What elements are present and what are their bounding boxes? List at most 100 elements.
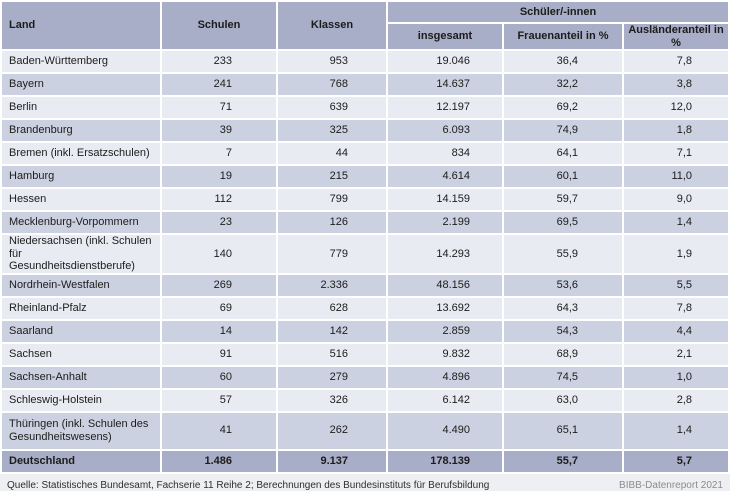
- column-header-schulen: Schulen: [162, 2, 276, 49]
- cell-auslaenderanteil: 2,1: [624, 343, 729, 365]
- cell-insgesamt: 14.637: [388, 74, 502, 95]
- cell-insgesamt: 12.197: [388, 97, 502, 118]
- cell-frauenanteil: 36,4: [504, 51, 622, 72]
- cell-schulen: 91: [162, 343, 276, 365]
- cell-insgesamt: 13.692: [388, 297, 502, 319]
- cell-auslaenderanteil: 11,0: [624, 166, 729, 187]
- cell-frauenanteil: 53,6: [504, 274, 622, 296]
- cell-auslaenderanteil: 12,0: [624, 97, 729, 118]
- cell-auslaenderanteil: 1,4: [624, 212, 729, 233]
- cell-frauenanteil: 59,7: [504, 189, 622, 210]
- cell-klassen: 953: [278, 51, 386, 72]
- cell-frauenanteil: 69,2: [504, 97, 622, 118]
- cell-land: Thüringen (inkl. Schulen des Gesundheits…: [2, 412, 160, 449]
- cell-land: Hamburg: [2, 166, 160, 187]
- cell-land: Berlin: [2, 97, 160, 118]
- cell-auslaenderanteil: 1,9: [624, 235, 729, 273]
- cell-schulen: 140: [162, 235, 276, 273]
- cell-schulen: 112: [162, 189, 276, 210]
- statistics-table: Land Schulen Klassen Schüler/-innen insg…: [2, 2, 729, 472]
- cell-insgesamt: 14.159: [388, 189, 502, 210]
- source-text: Quelle: Statistisches Bundesamt, Fachser…: [7, 480, 490, 491]
- cell-land: Mecklenburg-Vorpommern: [2, 212, 160, 233]
- table-body: Baden-Württemberg 233 953 19.046 36,4 7,8 Baye…: [2, 51, 729, 449]
- cell-insgesamt: 834: [388, 143, 502, 164]
- cell-insgesamt: 2.199: [388, 212, 502, 233]
- column-header-land: Land: [2, 2, 160, 49]
- table-row: Berlin 71 639 12.197 69,2 12,0: [2, 97, 729, 118]
- header-row-sub: insgesamt Frauenanteil in % Ausländerant…: [2, 24, 729, 49]
- cell-land: Deutschland: [2, 450, 160, 472]
- subcolumn-header-insgesamt: insgesamt: [388, 24, 502, 49]
- cell-insgesamt: 4.614: [388, 166, 502, 187]
- cell-klassen: 2.336: [278, 274, 386, 296]
- cell-insgesamt: 178.139: [388, 450, 502, 472]
- cell-frauenanteil: 68,9: [504, 343, 622, 365]
- cell-land: Niedersachsen (inkl. Schulen für Gesundh…: [2, 235, 160, 273]
- cell-auslaenderanteil: 7,1: [624, 143, 729, 164]
- cell-klassen: 126: [278, 212, 386, 233]
- cell-frauenanteil: 74,9: [504, 120, 622, 141]
- cell-insgesamt: 48.156: [388, 274, 502, 296]
- cell-insgesamt: 4.490: [388, 412, 502, 449]
- cell-klassen: 215: [278, 166, 386, 187]
- cell-auslaenderanteil: 1,8: [624, 120, 729, 141]
- cell-land: Schleswig-Holstein: [2, 389, 160, 411]
- cell-frauenanteil: 63,0: [504, 389, 622, 411]
- cell-klassen: 142: [278, 320, 386, 342]
- table-row: Bremen (inkl. Ersatzschulen) 7 44 834 64,1 7,…: [2, 143, 729, 164]
- cell-klassen: 326: [278, 389, 386, 411]
- table-total-section: Deutschland 1.486 9.137 178.139 55,7 5,7: [2, 450, 729, 472]
- cell-schulen: 39: [162, 120, 276, 141]
- cell-land: Nordrhein-Westfalen: [2, 274, 160, 296]
- table-header: Land Schulen Klassen Schüler/-innen insg…: [2, 2, 729, 49]
- table-row: Mecklenburg-Vorpommern 23 126 2.199 69,5 1,4: [2, 212, 729, 233]
- cell-land: Bayern: [2, 74, 160, 95]
- subcolumn-header-auslaenderanteil: Ausländeranteil in %: [624, 24, 729, 49]
- cell-insgesamt: 14.293: [388, 235, 502, 273]
- cell-auslaenderanteil: 1,4: [624, 412, 729, 449]
- cell-frauenanteil: 60,1: [504, 166, 622, 187]
- table-row: Sachsen-Anhalt 60 279 4.896 74,5 1,0: [2, 366, 729, 388]
- table-row: Hamburg 19 215 4.614 60,1 11,0: [2, 166, 729, 187]
- table-row: Saarland 14 142 2.859 54,3 4,4: [2, 320, 729, 342]
- cell-klassen: 325: [278, 120, 386, 141]
- cell-auslaenderanteil: 3,8: [624, 74, 729, 95]
- cell-frauenanteil: 64,1: [504, 143, 622, 164]
- cell-klassen: 628: [278, 297, 386, 319]
- cell-klassen: 9.137: [278, 450, 386, 472]
- cell-auslaenderanteil: 7,8: [624, 51, 729, 72]
- cell-auslaenderanteil: 5,7: [624, 450, 729, 472]
- cell-klassen: 768: [278, 74, 386, 95]
- cell-schulen: 60: [162, 366, 276, 388]
- cell-klassen: 279: [278, 366, 386, 388]
- table-row: Niedersachsen (inkl. Schulen für Gesundh…: [2, 235, 729, 273]
- cell-land: Sachsen: [2, 343, 160, 365]
- total-row: Deutschland 1.486 9.137 178.139 55,7 5,7: [2, 450, 729, 472]
- cell-klassen: 639: [278, 97, 386, 118]
- cell-klassen: 779: [278, 235, 386, 273]
- cell-auslaenderanteil: 7,8: [624, 297, 729, 319]
- cell-frauenanteil: 54,3: [504, 320, 622, 342]
- cell-land: Sachsen-Anhalt: [2, 366, 160, 388]
- cell-schulen: 57: [162, 389, 276, 411]
- cell-schulen: 41: [162, 412, 276, 449]
- cell-insgesamt: 9.832: [388, 343, 502, 365]
- cell-schulen: 23: [162, 212, 276, 233]
- table-row: Sachsen 91 516 9.832 68,9 2,1: [2, 343, 729, 365]
- cell-insgesamt: 19.046: [388, 51, 502, 72]
- cell-insgesamt: 6.142: [388, 389, 502, 411]
- table-row: Hessen 112 799 14.159 59,7 9,0: [2, 189, 729, 210]
- cell-klassen: 799: [278, 189, 386, 210]
- column-header-klassen: Klassen: [278, 2, 386, 49]
- table-row: Nordrhein-Westfalen 269 2.336 48.156 53,6 5,5: [2, 274, 729, 296]
- cell-land: Bremen (inkl. Ersatzschulen): [2, 143, 160, 164]
- cell-klassen: 44: [278, 143, 386, 164]
- cell-frauenanteil: 64,3: [504, 297, 622, 319]
- table-row: Baden-Württemberg 233 953 19.046 36,4 7,8: [2, 51, 729, 72]
- cell-insgesamt: 4.896: [388, 366, 502, 388]
- group-header-schueler-innen: Schüler/-innen: [388, 2, 729, 22]
- cell-auslaenderanteil: 5,5: [624, 274, 729, 296]
- cell-land: Baden-Württemberg: [2, 51, 160, 72]
- table-row: Schleswig-Holstein 57 326 6.142 63,0 2,8: [2, 389, 729, 411]
